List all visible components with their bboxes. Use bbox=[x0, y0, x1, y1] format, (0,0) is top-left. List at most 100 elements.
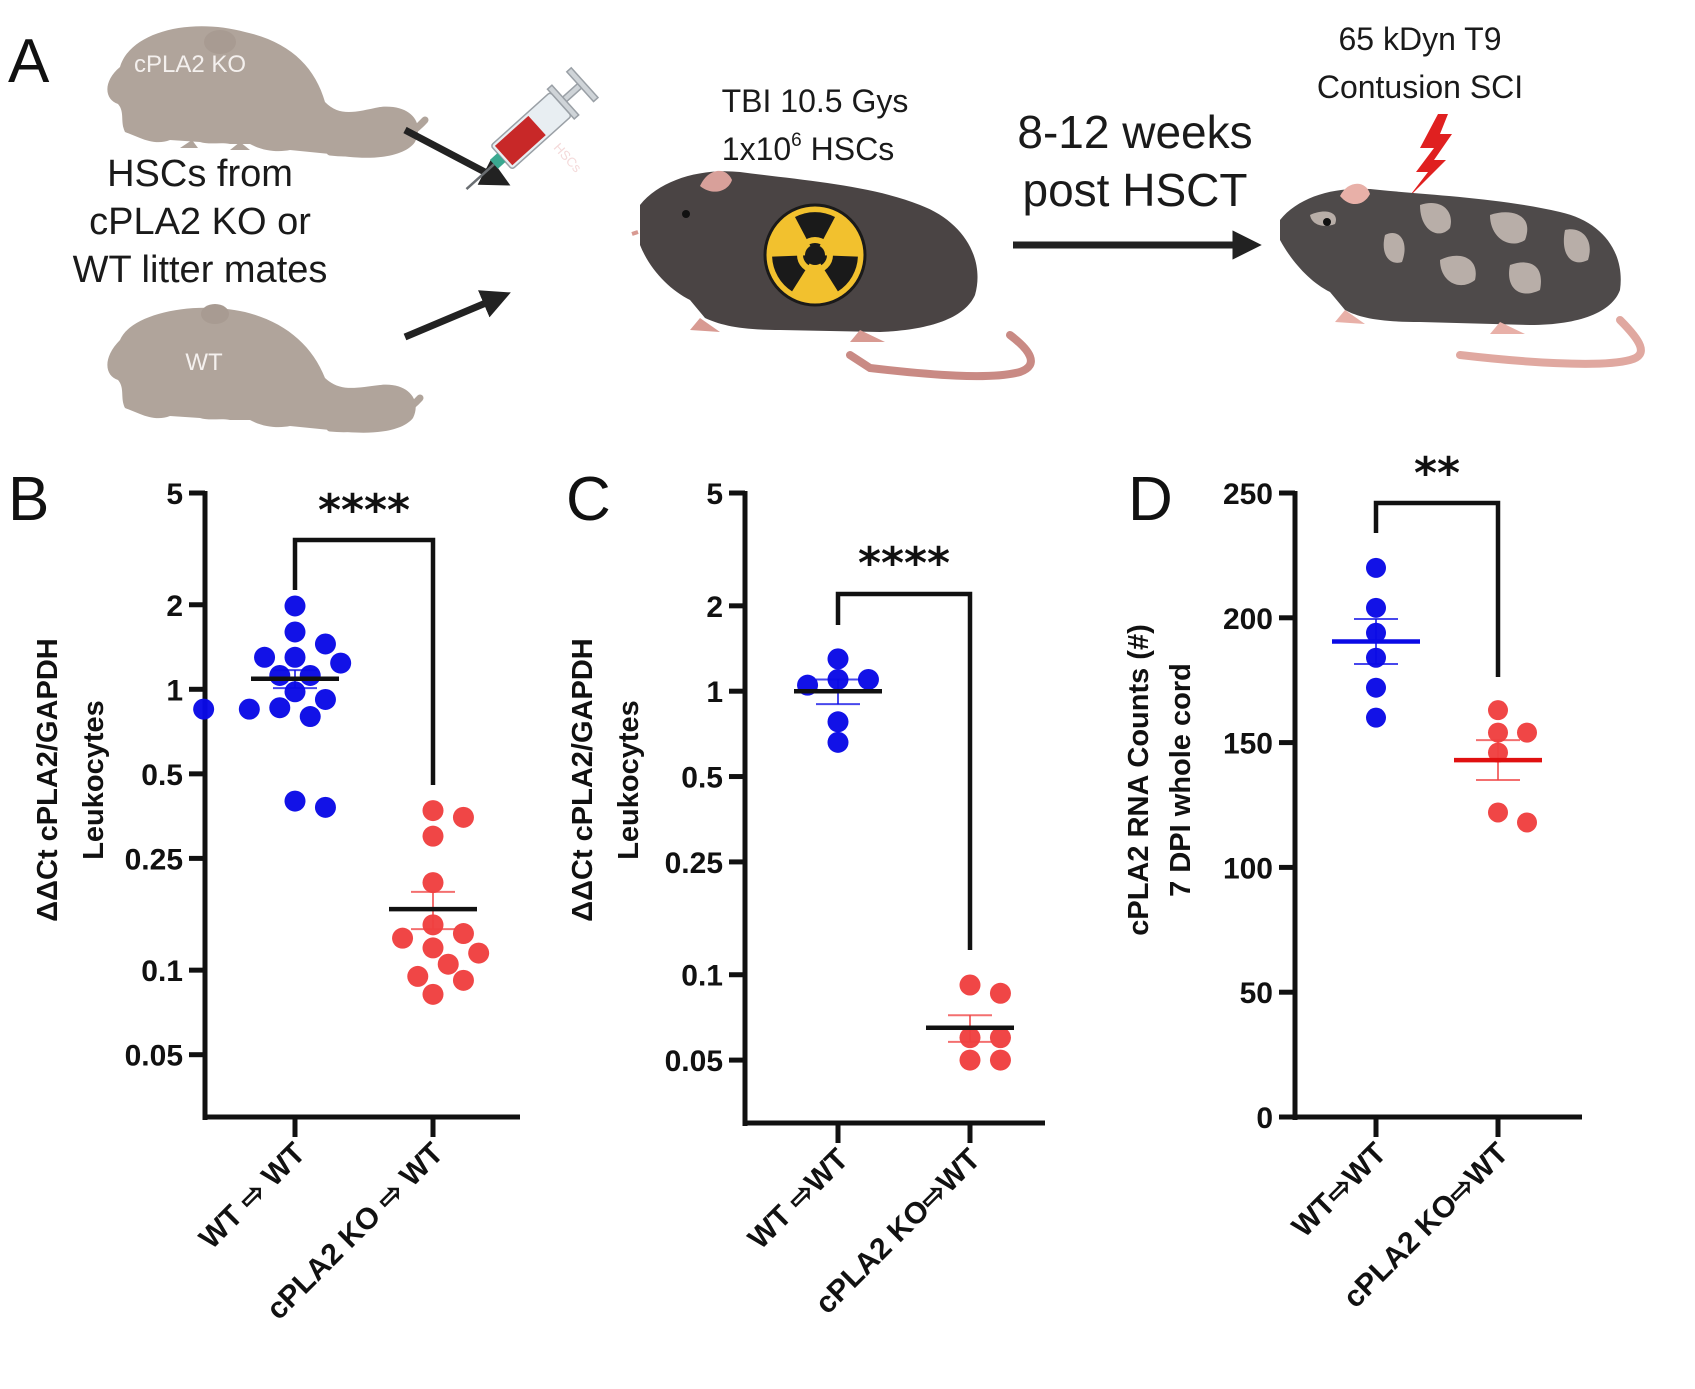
y-tick-label: 200 bbox=[1223, 603, 1273, 636]
data-point bbox=[193, 698, 215, 720]
data-point bbox=[827, 731, 849, 753]
data-point bbox=[1366, 597, 1386, 618]
y-tick-label: 0.5 bbox=[141, 759, 183, 792]
data-point bbox=[827, 648, 849, 670]
y-tick-label: 0.05 bbox=[125, 1040, 183, 1073]
y-tick-label: 50 bbox=[1240, 977, 1273, 1010]
data-point bbox=[422, 983, 444, 1005]
data-point bbox=[284, 790, 306, 812]
y-axis-title: ΔΔCt cPLA2/GAPDH bbox=[32, 638, 64, 921]
data-point bbox=[989, 1049, 1011, 1071]
y-axis-title: 7 DPI whole cord bbox=[1165, 663, 1197, 897]
y-tick-label: 0 bbox=[1256, 1102, 1273, 1135]
donor-text-line1: HSCs from bbox=[107, 153, 293, 195]
y-axis-title: cPLA2 RNA Counts (#) bbox=[1123, 624, 1155, 936]
y-tick-label: 0.05 bbox=[665, 1045, 723, 1078]
recipient-text-prefix: 1x10 bbox=[722, 131, 791, 167]
data-point bbox=[422, 937, 444, 959]
data-point bbox=[452, 969, 474, 991]
data-point bbox=[1517, 722, 1537, 743]
data-point bbox=[299, 664, 321, 686]
y-axis-title: Leukocytes bbox=[78, 700, 110, 860]
y-tick-label: 2 bbox=[706, 591, 723, 624]
data-point bbox=[857, 668, 879, 690]
y-tick-label: 0.1 bbox=[681, 960, 723, 993]
panel-letter-d: D bbox=[1128, 465, 1173, 534]
donor-mouse-wt-icon bbox=[107, 304, 424, 433]
panel-letter-a: A bbox=[8, 27, 50, 96]
x-category-label: WT ⇨WT bbox=[742, 1143, 855, 1256]
data-point bbox=[407, 965, 429, 987]
data-point bbox=[1366, 557, 1386, 578]
y-tick-label: 1 bbox=[706, 676, 723, 709]
syringe-label: HSCs bbox=[551, 140, 585, 176]
y-tick-label: 250 bbox=[1223, 478, 1273, 511]
data-point bbox=[284, 621, 306, 643]
donor-text-line3: WT litter mates bbox=[73, 249, 328, 291]
data-point bbox=[452, 923, 474, 945]
donor-ko-label: cPLA2 KO bbox=[134, 51, 246, 78]
data-point bbox=[827, 711, 849, 733]
data-point bbox=[959, 1049, 981, 1071]
data-point bbox=[1366, 677, 1386, 698]
panel-b-chart: 5 2 1 0.5 0.25 0.1 0.05 ΔΔCt cPLA2/GAPDH Leukocy… bbox=[32, 478, 520, 1326]
recipient-text-sup: 6 bbox=[791, 130, 802, 151]
timeline-text-line1: 8-12 weeks bbox=[1017, 106, 1252, 158]
y-tick-label: 2 bbox=[166, 590, 183, 623]
data-point bbox=[269, 664, 291, 686]
y-axis-title: Leukocytes bbox=[613, 700, 645, 860]
radiation-icon bbox=[763, 203, 867, 307]
data-point bbox=[314, 688, 336, 710]
data-point bbox=[989, 982, 1011, 1004]
chimeric-mouse-icon bbox=[1280, 183, 1645, 368]
significance-label: **** bbox=[318, 485, 410, 536]
data-point bbox=[392, 927, 414, 949]
y-tick-label: 5 bbox=[166, 478, 183, 511]
y-tick-label: 5 bbox=[706, 478, 723, 511]
significance-bracket bbox=[292, 537, 436, 785]
data-point bbox=[1517, 812, 1537, 833]
data-point bbox=[314, 633, 336, 655]
data-point bbox=[284, 595, 306, 617]
data-point bbox=[1488, 722, 1508, 743]
arrow-icon bbox=[403, 290, 511, 341]
data-point bbox=[422, 800, 444, 822]
syringe-icon bbox=[465, 66, 600, 190]
data-point bbox=[330, 652, 352, 674]
data-point bbox=[422, 825, 444, 847]
significance-label: ** bbox=[1414, 448, 1460, 499]
y-tick-label: 100 bbox=[1223, 852, 1273, 885]
recipient-text-suffix: HSCs bbox=[802, 131, 894, 167]
panel-c-chart: 5 2 1 0.5 0.25 0.1 0.05 ΔΔCt cPLA2/GAPDH Leukocy… bbox=[567, 478, 1045, 1320]
significance-bracket bbox=[835, 591, 973, 950]
y-tick-label: 150 bbox=[1223, 728, 1273, 761]
panel-letter-c: C bbox=[566, 465, 611, 534]
data-point bbox=[422, 872, 444, 894]
data-point bbox=[254, 646, 276, 668]
y-axis-title: ΔΔCt cPLA2/GAPDH bbox=[567, 638, 599, 921]
recipient-text-line1: TBI 10.5 Gys bbox=[722, 83, 909, 119]
panel-letter-b: B bbox=[8, 465, 49, 534]
data-point bbox=[284, 681, 306, 703]
data-point bbox=[314, 796, 336, 818]
data-point bbox=[1488, 700, 1508, 721]
data-point bbox=[452, 806, 474, 828]
data-point bbox=[1488, 802, 1508, 823]
panel-a-schematic: A cPLA2 KO HSCs from cPLA2 KO or WT litt… bbox=[8, 21, 1645, 433]
data-point bbox=[959, 974, 981, 996]
data-point bbox=[299, 706, 321, 728]
y-tick-label: 0.25 bbox=[125, 843, 183, 876]
y-tick-label: 1 bbox=[166, 674, 183, 707]
y-tick-label: 0.5 bbox=[681, 762, 723, 795]
data-point bbox=[989, 1027, 1011, 1049]
data-point bbox=[468, 942, 490, 964]
donor-wt-label: WT bbox=[185, 349, 223, 376]
significance-label: **** bbox=[858, 538, 950, 589]
x-category-label: WT ⇨ WT bbox=[193, 1137, 312, 1256]
significance-bracket bbox=[1373, 500, 1501, 677]
data-point bbox=[269, 697, 291, 719]
data-point bbox=[284, 646, 306, 668]
donor-mouse-ko-icon bbox=[107, 26, 429, 158]
panel-d-chart: 0 50 100 150 200 250 cPLA2 RNA Counts (#) 7 DPI… bbox=[1123, 448, 1582, 1314]
